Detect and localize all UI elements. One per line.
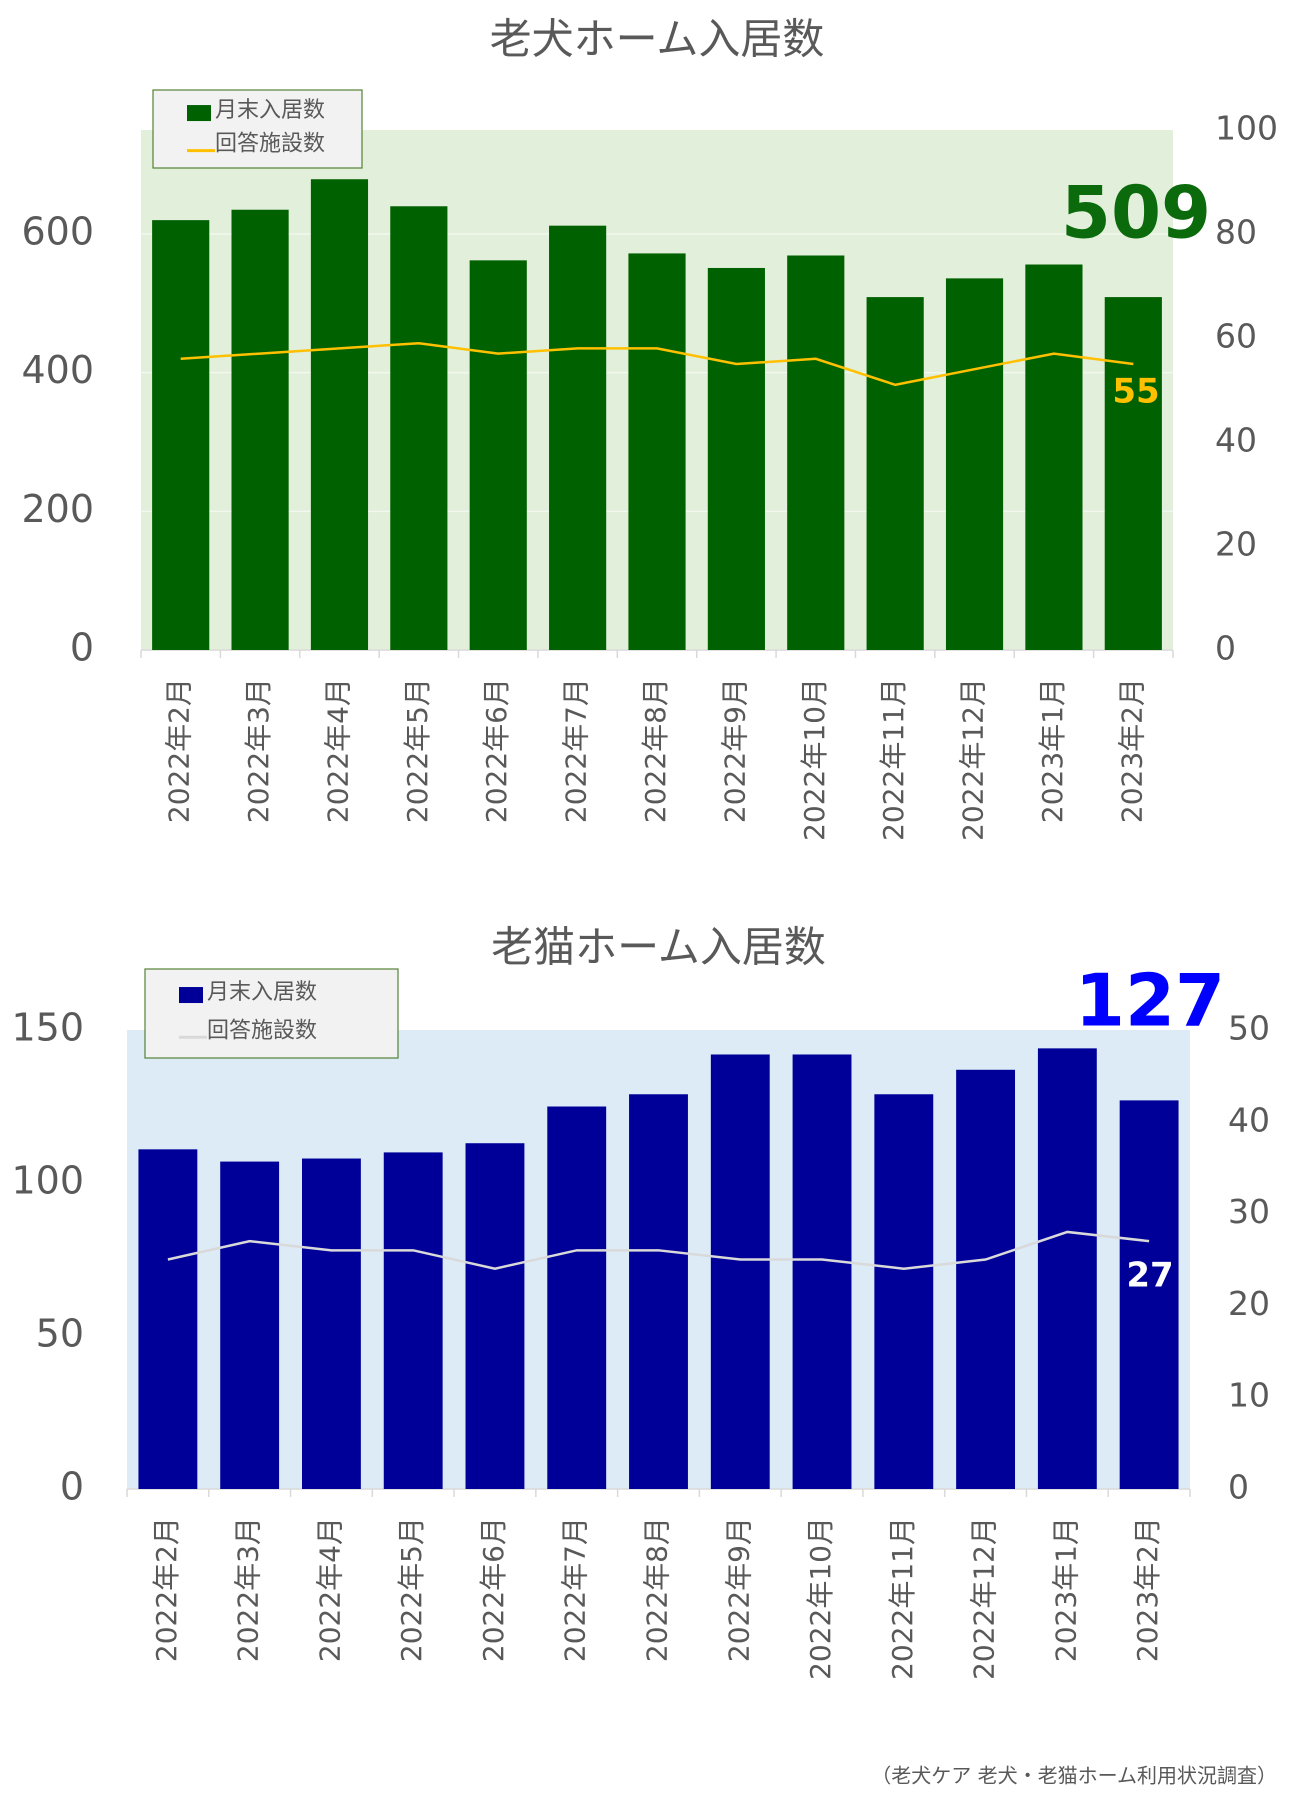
bar — [383, 1152, 443, 1489]
x-tick-label: 2023年2月 — [1131, 1517, 1164, 1662]
x-tick-label: 2022年5月 — [395, 1517, 428, 1662]
x-tick-label: 2023年1月 — [1049, 1517, 1082, 1662]
line-series — [180, 341, 1134, 387]
y2-tick-label: 20 — [1228, 1284, 1270, 1323]
y-tick-label: 200 — [21, 487, 94, 531]
bar — [231, 209, 289, 650]
x-tick-label: 2022年7月 — [560, 678, 593, 823]
x-tick-label: 2022年6月 — [480, 678, 513, 823]
chart-title: 老犬ホーム入居数 — [490, 15, 825, 64]
legend-box — [144, 968, 399, 1059]
bar — [945, 278, 1004, 650]
data-label: 509 — [1061, 171, 1211, 255]
bar — [301, 1158, 361, 1489]
x-tick-label: 2022年12月 — [968, 1517, 1001, 1680]
x-tick-label: 2022年9月 — [718, 678, 751, 823]
bar — [1104, 297, 1162, 650]
data-label: 27 — [1126, 1256, 1173, 1296]
y-tick-label: 0 — [60, 1465, 84, 1509]
legend-label: 月末入居数 — [215, 98, 325, 123]
y2-tick-label: 0 — [1228, 1468, 1249, 1507]
y-tick-label: 150 — [11, 1006, 84, 1050]
y2-tick-label: 0 — [1215, 629, 1236, 668]
data-label: 55 — [1112, 372, 1159, 412]
y-tick-label: 50 — [36, 1312, 84, 1356]
bar — [1119, 1100, 1179, 1489]
bar — [549, 225, 607, 650]
y2-tick-label: 20 — [1215, 525, 1257, 564]
bar — [390, 206, 448, 650]
bar — [628, 253, 686, 650]
x-tick-label: 2022年12月 — [957, 678, 990, 841]
bar — [629, 1094, 688, 1489]
legend-label: 回答施設数 — [207, 1018, 317, 1043]
x-tick-label: 2022年3月 — [232, 1517, 265, 1662]
bar — [792, 1054, 852, 1489]
x-tick-label: 2022年4月 — [313, 1517, 346, 1662]
y-tick-label: 100 — [11, 1159, 84, 1203]
y2-tick-label: 50 — [1228, 1009, 1270, 1048]
bar — [787, 255, 845, 650]
x-tick-label: 2022年8月 — [639, 678, 672, 823]
x-tick-label: 2022年7月 — [559, 1517, 592, 1662]
bar — [707, 267, 765, 650]
bar — [152, 220, 210, 650]
bar — [1025, 264, 1083, 650]
source-note: （老犬ケア 老犬・老猫ホーム利用状況調査） — [871, 1764, 1277, 1788]
legend-swatch — [187, 105, 211, 122]
bar — [469, 260, 527, 650]
y2-tick-label: 40 — [1215, 421, 1257, 460]
line-series — [167, 1230, 1150, 1270]
y-tick-label: 600 — [21, 210, 94, 254]
x-tick-label: 2022年10月 — [804, 1517, 837, 1680]
bar — [465, 1143, 525, 1489]
bar — [138, 1149, 198, 1489]
y2-tick-label: 60 — [1215, 317, 1257, 356]
y2-tick-label: 100 — [1215, 109, 1278, 148]
data-label: 127 — [1075, 959, 1225, 1043]
x-tick-label: 2022年9月 — [722, 1517, 755, 1662]
bar — [956, 1069, 1016, 1489]
x-tick-label: 2023年2月 — [1115, 678, 1148, 823]
y2-tick-label: 10 — [1228, 1376, 1270, 1415]
x-tick-label: 2023年1月 — [1036, 678, 1069, 823]
x-tick-label: 2022年4月 — [321, 678, 354, 823]
bar — [547, 1106, 607, 1489]
y2-tick-label: 80 — [1215, 213, 1257, 252]
bar — [1037, 1048, 1097, 1489]
bar — [310, 179, 369, 650]
bar — [874, 1094, 934, 1489]
y-tick-label: 0 — [70, 626, 94, 670]
x-tick-label: 2022年6月 — [477, 1517, 510, 1662]
legend-box — [152, 89, 363, 169]
y2-tick-label: 40 — [1228, 1100, 1270, 1139]
x-tick-label: 2022年5月 — [401, 678, 434, 823]
legend-swatch — [179, 987, 203, 1004]
bar — [866, 297, 924, 650]
y2-tick-label: 30 — [1228, 1192, 1270, 1231]
chart-title: 老猫ホーム入居数 — [491, 923, 826, 972]
y-tick-label: 400 — [21, 348, 94, 392]
x-tick-label: 2022年10月 — [798, 678, 831, 841]
legend-label: 月末入居数 — [207, 980, 317, 1005]
x-tick-label: 2022年11月 — [886, 1517, 919, 1680]
x-tick-label: 2022年2月 — [150, 1517, 183, 1662]
x-tick-label: 2022年11月 — [877, 678, 910, 841]
x-tick-label: 2022年2月 — [163, 678, 196, 823]
bar — [220, 1161, 280, 1489]
legend-label: 回答施設数 — [215, 132, 325, 157]
bar — [710, 1054, 770, 1489]
x-tick-label: 2022年8月 — [641, 1517, 674, 1662]
x-tick-label: 2022年3月 — [242, 678, 275, 823]
